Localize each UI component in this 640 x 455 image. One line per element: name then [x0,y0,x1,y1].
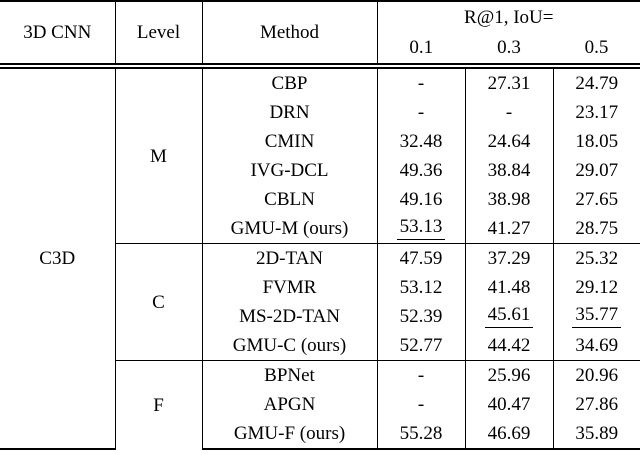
value-cell-iou01-underlined: 53.13 [377,214,465,244]
cnn-cell: C3D [0,66,116,450]
header-iou-0.5: 0.5 [553,32,640,69]
value-cell-iou05-bold: 35.89 [552,419,640,450]
method-cell: GMU-M (ours) [202,214,378,244]
method-cell: CMIN [202,127,378,156]
value-cell-iou03-underlined: 45.61 [464,302,553,331]
method-cell: IVG-DCL [202,156,378,185]
method-cell: APGN [202,390,378,419]
header-level: Level [115,0,203,69]
method-cell: FVMR [202,273,378,302]
value-cell-iou05: 23.17 [552,98,640,127]
table-row-cbp: C3D M CBP - 27.31 24.79 [0,66,640,450]
value-cell-iou01: 47.59 [377,243,465,273]
table-row-apgn: APGN - 40.47 27.86 [0,390,640,419]
table-row-gmu-c: GMU-C (ours) 52.77 44.42 34.69 [0,331,640,361]
value-cell-iou01: - [417,394,425,415]
underlined-value: 35.77 [572,305,622,328]
level-cell-f: F [115,360,203,449]
method-cell: GMU-F (ours) [202,419,378,450]
value-cell-iou05: 29.12 [552,273,640,302]
table-row-fvmr: FVMR 53.12 41.48 29.12 [0,273,640,302]
value-cell-iou03: 38.84 [464,156,553,185]
table-row-gmu-f: GMU-F (ours) 55.28 46.69 35.89 [0,419,640,450]
underlined-value: 53.13 [396,217,446,240]
table-row-ivg-dcl: IVG-DCL 49.36 38.84 29.07 [0,156,640,185]
header-r1-iou-group: R@1, IoU= [377,0,640,32]
table-row-cbln: CBLN 49.16 38.98 27.65 [0,185,640,214]
table-row-gmu-m: GMU-M (ours) 53.13 41.27 28.75 [0,214,640,244]
value-cell-iou05: 27.65 [552,185,640,214]
value-cell-iou05: 29.07 [552,156,640,185]
method-cell: 2D-TAN [202,243,378,273]
value-cell-iou03: 40.47 [464,390,553,419]
value-cell-iou03: 24.64 [464,127,553,156]
value-cell-iou01: 49.36 [399,160,443,181]
header-iou-0.1: 0.1 [377,32,465,69]
table-row-bpnet: F BPNet - 25.96 20.96 [0,360,640,449]
table-row-cmin: CMIN 32.48 24.64 18.05 [0,127,640,156]
value-cell-iou01: - [417,102,425,123]
level-cell-c: C [115,243,203,361]
value-cell-iou05-underlined: 35.77 [552,302,640,331]
value-cell-iou05: 27.86 [552,390,640,419]
value-cell-iou01: 52.39 [399,306,443,327]
header-method: Method [202,0,378,69]
value-cell-iou03: 27.31 [464,66,553,98]
underlined-value: 45.61 [484,305,534,328]
value-cell-iou03: 41.48 [464,273,553,302]
value-cell-iou05: 24.79 [552,66,640,98]
method-cell: DRN [202,98,378,127]
table-row-2d-tan: C 2D-TAN 47.59 37.29 25.32 [0,243,640,361]
value-cell-iou05: 25.32 [552,243,640,273]
header-row-1: 3D CNN Level Method R@1, IoU= [0,0,640,69]
value-cell-iou05: 20.96 [552,360,640,390]
method-cell: CBLN [202,185,378,214]
method-cell: CBP [202,66,378,98]
table-row-ms-2d-tan: MS-2D-TAN 52.39 45.61 35.77 [0,302,640,331]
method-cell: MS-2D-TAN [202,302,378,331]
value-cell-iou03: 38.98 [464,185,553,214]
value-cell-iou03: 41.27 [464,214,553,244]
value-cell-iou03: 37.29 [464,243,553,273]
value-cell-iou05: 18.05 [552,127,640,156]
value-cell-iou01: 49.16 [399,189,443,210]
value-cell-iou03: 44.42 [464,331,553,361]
value-cell-iou03-bold: 46.69 [464,419,553,450]
value-cell-iou01: 32.48 [399,131,443,152]
value-cell-iou01-bold: 55.28 [377,419,465,450]
value-cell-iou01: - [377,360,465,390]
value-cell-iou01: 52.77 [399,335,443,356]
header-3d-cnn: 3D CNN [0,0,116,69]
level-cell-m: M [115,66,203,244]
value-cell-iou01: 53.12 [399,277,443,298]
header-iou-0.3: 0.3 [465,32,553,69]
table-row-drn: DRN - - 23.17 [0,98,640,127]
value-cell-iou03: 25.96 [464,360,553,390]
value-cell-iou03: - [464,98,553,127]
method-cell: GMU-C (ours) [202,331,378,361]
value-cell-iou05: 34.69 [552,331,640,361]
header-row-2: 0.1 0.3 0.5 [0,32,640,69]
method-cell: BPNet [202,360,378,390]
value-cell-iou01: - [417,73,425,94]
value-cell-iou05: 28.75 [552,214,640,244]
